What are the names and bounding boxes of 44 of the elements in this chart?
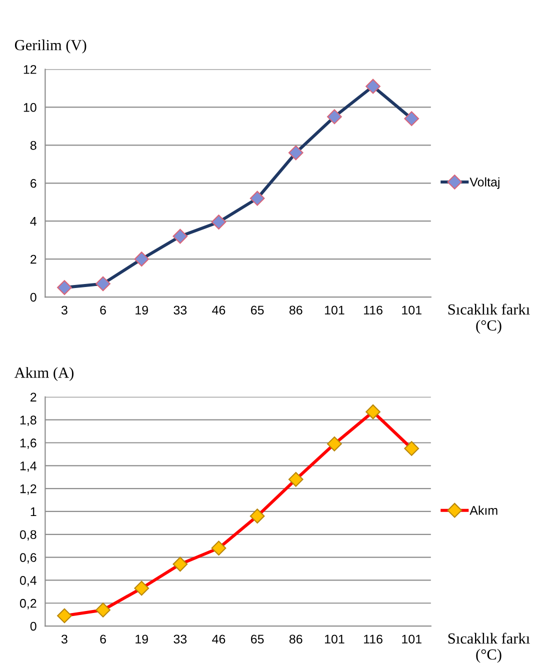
x-tick-label: 33 — [174, 306, 187, 315]
y-tick-label: 2 — [30, 254, 36, 264]
x-tick-label: 65 — [251, 306, 264, 315]
x-tick-label: 86 — [289, 306, 302, 315]
chart-title: Akım (A) — [14, 367, 74, 381]
x-tick-label: 65 — [251, 634, 264, 644]
y-tick-label: 4 — [30, 217, 36, 226]
x-axis-title: Sıcaklık farkı (°C) — [448, 304, 530, 334]
y-tick-label: 0 — [30, 292, 36, 302]
x-tick-label: 3 — [61, 306, 68, 315]
x-tick-label: 101 — [402, 306, 422, 315]
y-tick-label: 0,6 — [20, 553, 36, 564]
y-tick-label: 0,8 — [20, 530, 36, 541]
y-tick-label: 0 — [30, 622, 36, 631]
y-tick-label: 1,6 — [20, 438, 36, 449]
legend-label: Akım — [470, 506, 498, 515]
x-tick-label: 46 — [212, 306, 226, 315]
x-tick-label: 33 — [174, 634, 187, 644]
y-tick-label: 2 — [30, 392, 36, 402]
legend-label: Voltaj — [470, 177, 500, 189]
x-tick-label: 19 — [136, 634, 148, 644]
y-tick-label: 10 — [24, 103, 36, 112]
x-tick-label: 116 — [364, 306, 382, 315]
y-tick-label: 1,4 — [20, 462, 36, 472]
y-tick-label: 0,4 — [20, 576, 36, 586]
y-tick-label: 8 — [30, 140, 36, 150]
x-tick-label: 46 — [212, 634, 226, 644]
x-tick-label: 6 — [100, 634, 106, 644]
y-tick-label: 1 — [30, 507, 36, 516]
y-tick-label: 1,2 — [20, 484, 36, 495]
x-tick-label: 86 — [289, 634, 302, 644]
x-tick-label: 3 — [61, 634, 68, 644]
y-tick-label: 12 — [24, 65, 36, 74]
x-tick-label: 6 — [100, 306, 106, 315]
x-tick-label: 101 — [402, 634, 422, 644]
x-axis-title: Sıcaklık farkı (°C) — [448, 632, 530, 663]
x-tick-label: 19 — [136, 306, 148, 315]
y-tick-label: 0,2 — [20, 598, 36, 610]
x-tick-label: 116 — [364, 634, 382, 644]
chart-title: Gerilim (V) — [14, 40, 86, 54]
x-tick-label: 101 — [324, 634, 344, 644]
y-tick-label: 6 — [30, 178, 36, 188]
y-tick-label: 1,8 — [20, 416, 36, 426]
x-tick-label: 101 — [324, 306, 344, 315]
